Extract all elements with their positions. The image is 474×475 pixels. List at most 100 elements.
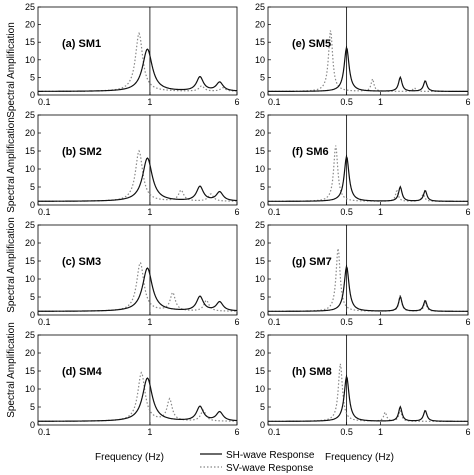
panel-g-ytick-label: 5 — [260, 292, 265, 302]
panel-f-ytick-label: 15 — [255, 146, 265, 156]
panel-g-xtick-label: 1 — [378, 317, 383, 327]
y-axis-title-top: Spectral Amplification — [6, 22, 17, 118]
panel-e-label: (e) SM5 — [292, 38, 331, 50]
panel-g-sh-curve — [268, 264, 469, 312]
panel-h-ytick-label: 15 — [255, 366, 265, 376]
panel-a-sh-curve — [38, 48, 238, 92]
panel-f-ytick-label: 20 — [255, 128, 265, 138]
panel-f-ytick-label: 10 — [255, 164, 265, 174]
panel-h-xtick-label: 0.5 — [340, 427, 353, 437]
panel-e-ytick-label: 20 — [255, 20, 265, 30]
panel-e-frame — [267, 6, 469, 96]
panel-g-ytick-label: 10 — [255, 274, 265, 284]
y-axis-title-row3: Spectral Amplification — [6, 217, 17, 313]
panel-g-label: (g) SM7 — [292, 256, 332, 268]
panel-f-xtick-label: 1 — [378, 207, 383, 217]
panel-b-xtick-label: 1 — [147, 207, 152, 217]
panel-g-xtick-label: 0.5 — [340, 317, 353, 327]
panel-e-xtick-label: 0.5 — [340, 97, 353, 107]
panel-h-ytick-label: 20 — [255, 348, 265, 358]
panel-b-ytick-label: 15 — [25, 146, 35, 156]
panel-g-ytick-label: 25 — [255, 220, 265, 230]
panel-e-sh-curve — [268, 45, 468, 93]
panel-c-xtick-label: 0.1 — [38, 317, 51, 327]
panel-d-ytick-label: 5 — [30, 402, 35, 412]
panel-c-xtick-label: 1 — [147, 317, 152, 327]
panel-d-label: (d) SM4 — [62, 366, 103, 378]
panel-e-ytick-label: 15 — [255, 37, 265, 47]
panel-a-xtick-label: 6 — [234, 97, 239, 107]
panel-a-ytick-label: 0 — [30, 90, 35, 100]
panel-h-xtick-label: 6 — [465, 427, 470, 437]
panel-c-ytick-label: 0 — [30, 310, 35, 320]
panel-e-ytick-label: 5 — [260, 72, 265, 82]
panel-b-xtick-label: 6 — [234, 207, 239, 217]
panel-a-xtick-label: 1 — [147, 97, 152, 107]
panel-f-xtick-label: 0.1 — [268, 207, 281, 217]
y-axis-title-row2: Spectral Amplification — [6, 117, 17, 213]
panel-a-frame — [37, 6, 238, 96]
panel-a-ytick-label: 25 — [25, 2, 35, 12]
panel-d-sv-curve — [38, 371, 238, 422]
panel-b-sh-curve — [38, 157, 238, 202]
panel-a-ytick-label: 20 — [25, 20, 35, 30]
panel-a: 0 5 10 15 20 25 0.1 1 6 (a) SM1 — [25, 2, 240, 107]
panel-f-label: (f) SM6 — [292, 146, 329, 158]
panel-c-frame — [37, 224, 238, 316]
panel-h-ytick-label: 5 — [260, 402, 265, 412]
panel-e-ytick-label: 25 — [255, 2, 265, 12]
legend-sv-label: SV-wave Response — [226, 463, 314, 474]
panel-e-xtick-label: 1 — [378, 97, 383, 107]
x-axis-title-left: Frequency (Hz) — [95, 452, 164, 463]
panel-b-ytick-label: 10 — [25, 164, 35, 174]
panel-g-ytick-label: 15 — [255, 256, 265, 266]
panel-h-xtick-label: 1 — [378, 427, 383, 437]
panel-a-ytick-label: 10 — [25, 55, 35, 65]
panel-d-ytick-label: 15 — [25, 366, 35, 376]
panel-g-xtick-label: 0.1 — [268, 317, 281, 327]
panel-d-ytick-label: 0 — [30, 420, 35, 430]
panel-f-xtick-label: 6 — [465, 207, 470, 217]
panel-d-ytick-label: 25 — [25, 330, 35, 340]
panel-h-ytick-label: 0 — [260, 420, 265, 430]
panel-b-frame — [37, 114, 238, 206]
panel-g-ytick-label: 20 — [255, 238, 265, 248]
panel-b-ytick-label: 20 — [25, 128, 35, 138]
panel-d-ytick-label: 20 — [25, 348, 35, 358]
panel-a-xtick-label: 0.1 — [38, 97, 51, 107]
panel-h-ytick-label: 25 — [255, 330, 265, 340]
panel-g-xtick-label: 6 — [465, 317, 470, 327]
panel-g-ytick-label: 0 — [260, 310, 265, 320]
panel-e-xtick-label: 0.1 — [268, 97, 281, 107]
panel-d: 0 5 10 15 20 25 0.1 1 6 (d) SM4 — [25, 330, 240, 437]
panel-h-frame — [267, 334, 469, 426]
panel-h-label: (h) SM8 — [292, 366, 332, 378]
legend: SH-wave Response SV-wave Response — [200, 450, 315, 474]
panel-h-sh-curve — [268, 374, 469, 422]
panel-h: 0 5 10 15 20 25 0.1 0.5 1 6 (h) SM8 — [255, 330, 471, 437]
panel-b-ytick-label: 0 — [30, 200, 35, 210]
panel-g-frame — [267, 224, 469, 316]
panel-c-ytick-label: 15 — [25, 256, 35, 266]
panel-d-xtick-label: 1 — [147, 427, 152, 437]
panel-c: 0 5 10 15 20 25 0.1 1 6 (c) SM3 — [25, 220, 240, 327]
panel-h-xtick-label: 0.1 — [268, 427, 281, 437]
panel-f: 0 5 10 15 20 25 0.1 0.5 1 6 (f) SM6 — [255, 110, 471, 217]
panel-b: 0 5 10 15 20 25 0.1 1 6 (b) SM2 — [25, 110, 240, 217]
panel-e: 0 5 10 15 20 25 0.1 0.5 1 6 (e) SM5 — [255, 2, 471, 107]
panel-f-sh-curve — [268, 154, 469, 202]
panel-c-ytick-label: 5 — [30, 292, 35, 302]
panel-b-label: (b) SM2 — [62, 146, 102, 158]
panel-d-frame — [37, 334, 238, 426]
panel-d-xtick-label: 0.1 — [38, 427, 51, 437]
panel-b-ytick-label: 25 — [25, 110, 35, 120]
panel-a-ytick-label: 5 — [30, 72, 35, 82]
panel-g: 0 5 10 15 20 25 0.1 0.5 1 6 (g) SM7 — [255, 220, 471, 327]
panel-c-label: (c) SM3 — [62, 256, 101, 268]
panel-f-xtick-label: 0.5 — [340, 207, 353, 217]
panel-c-ytick-label: 25 — [25, 220, 35, 230]
panel-f-frame — [267, 114, 469, 206]
panel-e-xtick-label: 6 — [465, 97, 470, 107]
